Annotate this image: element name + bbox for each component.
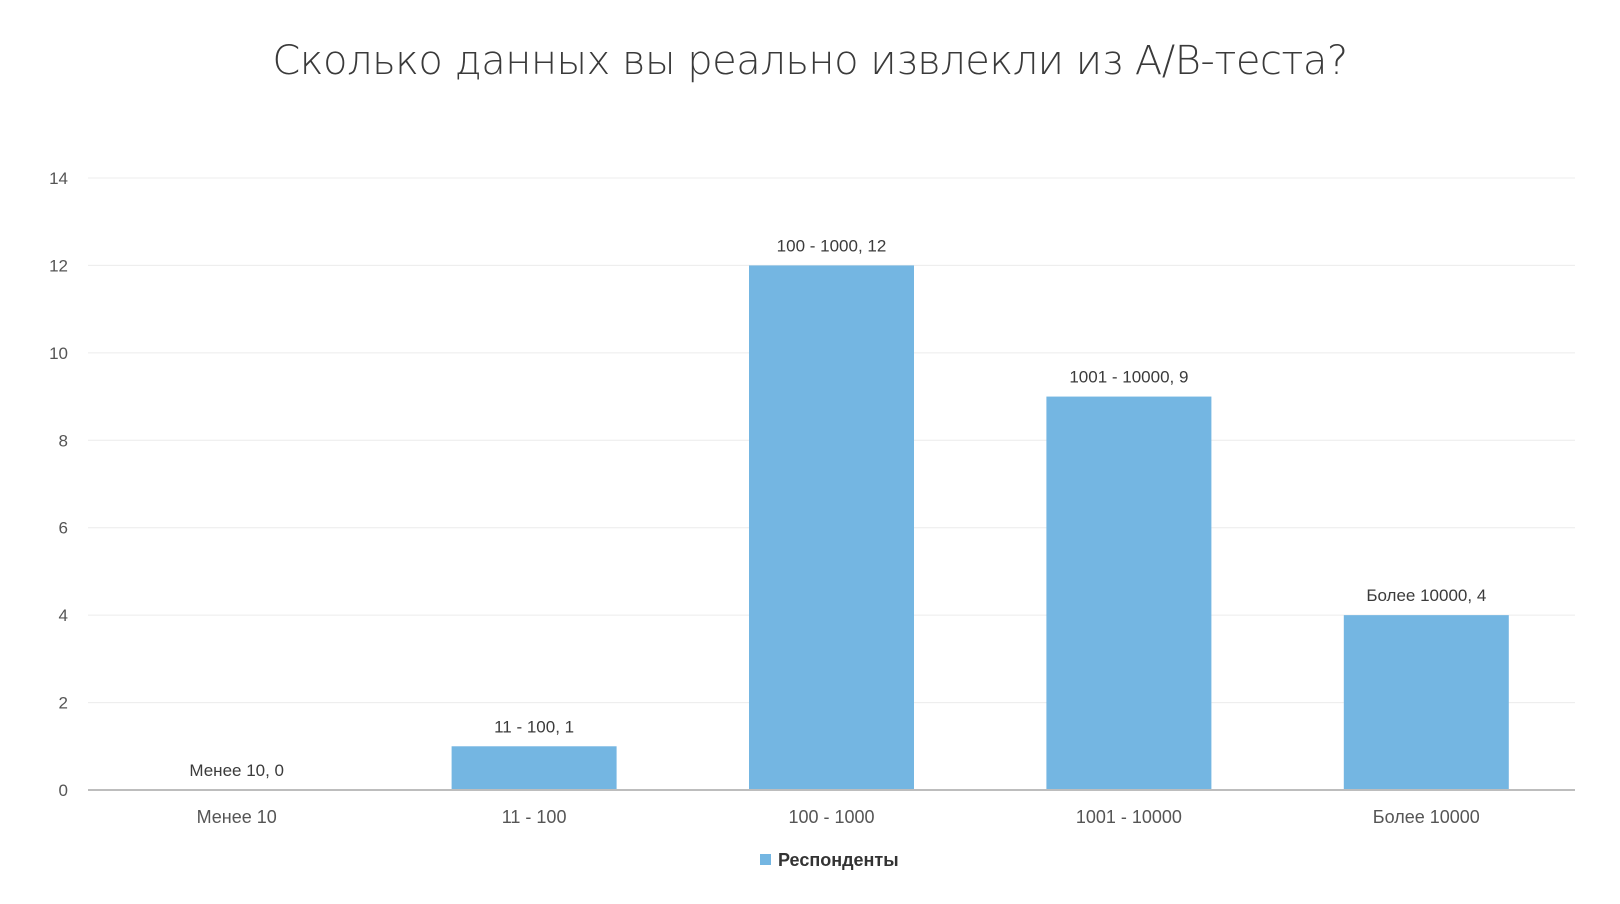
x-tick-label: 11 - 100 [502,807,567,827]
y-tick-label: 10 [49,344,68,363]
legend-label-respondents: Респонденты [778,850,899,870]
bar [749,265,914,790]
legend-swatch [760,854,771,865]
data-label: Менее 10, 0 [189,761,284,780]
axes: 0 2 4 6 8 10 12 14 Менее 10 11 - 100 100 - 1000 100… [49,169,1575,827]
data-label: 11 - 100, 1 [494,717,574,736]
bar [1343,615,1509,790]
y-tick-label: 0 [59,781,68,800]
data-labels: Менее 10, 0 11 - 100, 1 100 - 1000, 12 1001… [189,236,1486,780]
chart-title: Сколько данных вы реально извлекли из A/… [272,38,1348,84]
x-tick-label: 100 - 1000 [788,807,874,827]
bar [451,746,617,790]
y-tick-label: 14 [49,169,68,188]
y-tick-label: 6 [59,519,68,538]
x-tick-label: 1001 - 10000 [1076,807,1182,827]
bar [1046,396,1212,790]
y-tick-label: 2 [59,694,68,713]
y-tick-label: 12 [49,256,68,275]
x-tick-label: Более 10000 [1373,807,1480,827]
bars [451,265,1509,790]
data-label: 100 - 1000, 12 [777,236,887,255]
legend: Респонденты [760,850,899,870]
y-tick-label: 4 [59,606,68,625]
x-tick-label: Менее 10 [197,807,277,827]
data-label: 1001 - 10000, 9 [1069,368,1188,387]
data-label: Более 10000, 4 [1366,586,1486,605]
y-tick-label: 8 [59,431,68,450]
